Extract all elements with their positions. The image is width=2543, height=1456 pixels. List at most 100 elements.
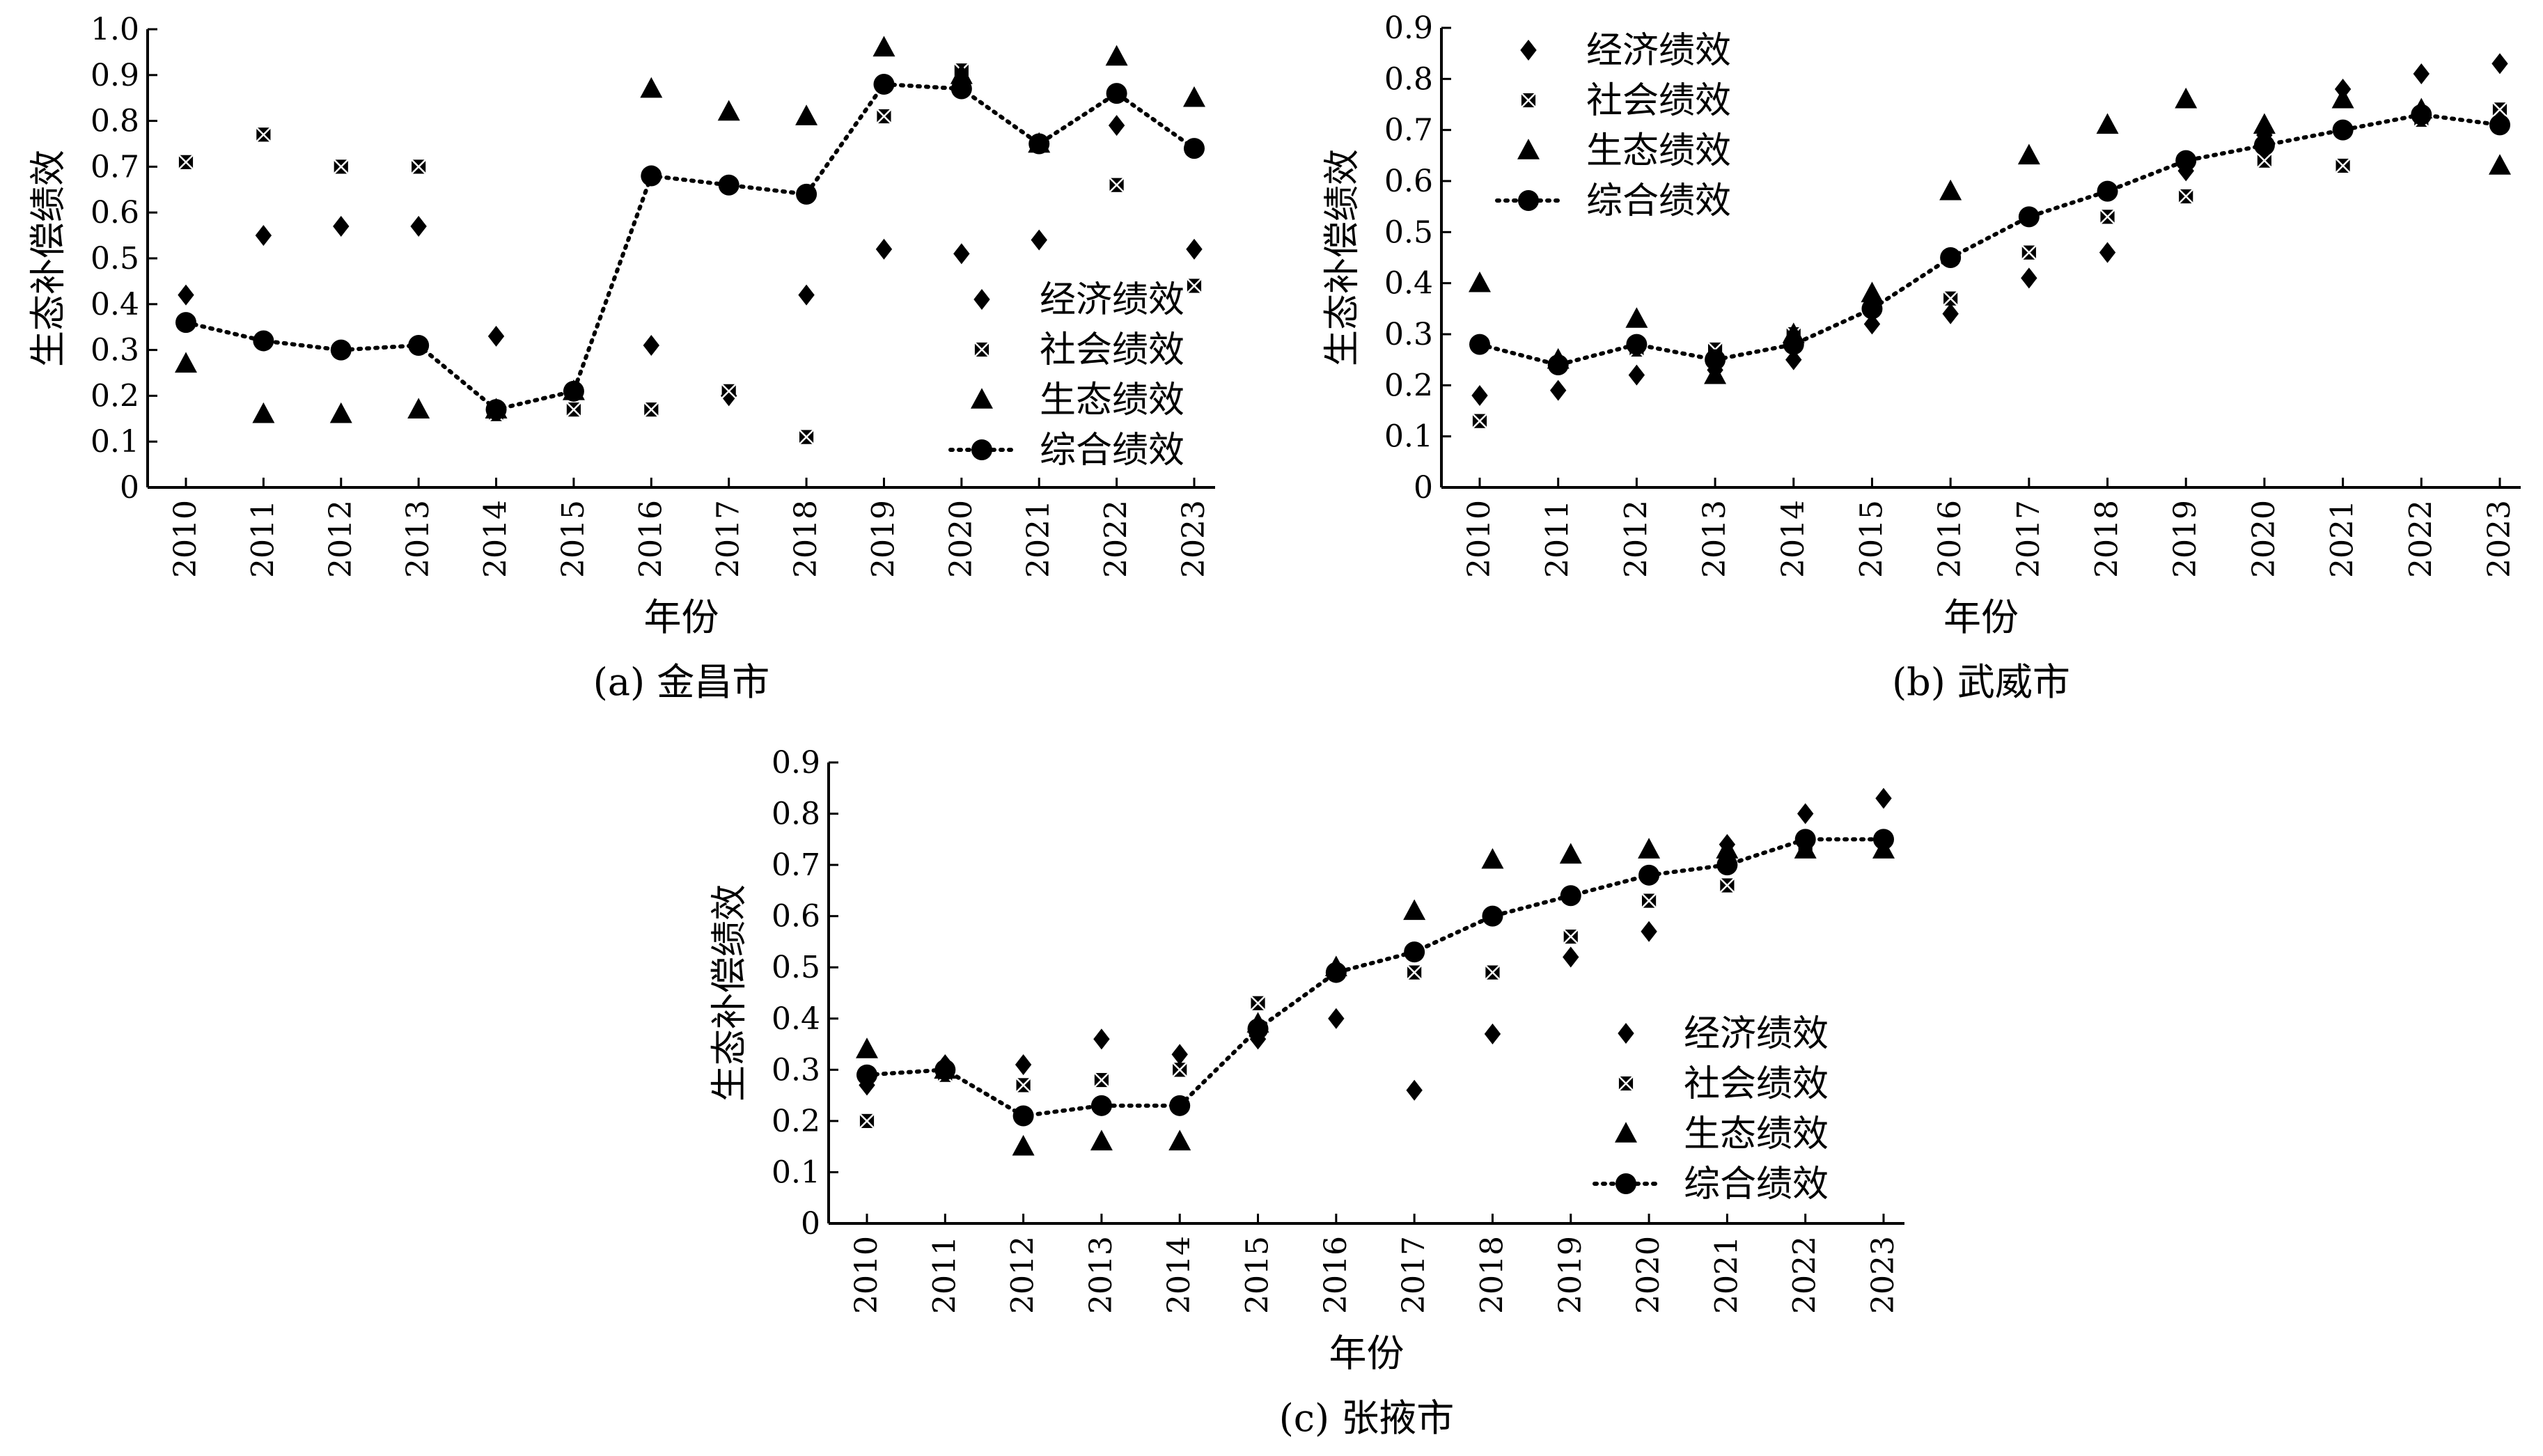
data-point (178, 154, 194, 170)
data-point (1469, 334, 1490, 355)
data-point (1939, 179, 1962, 201)
data-point (1169, 1095, 1191, 1116)
data-point (256, 127, 272, 143)
data-point-x2 (1472, 413, 1487, 429)
legend-marker (971, 439, 992, 460)
data-point (1105, 45, 1128, 66)
y-tick-label: 0.7 (1384, 113, 1433, 148)
data-point (2018, 206, 2040, 228)
y-tick-label: 0.2 (91, 378, 139, 414)
data-point (1012, 1134, 1035, 1156)
legend-marker (1615, 1122, 1637, 1143)
data-point (407, 398, 430, 418)
x-tick-label: 2016 (1318, 1236, 1354, 1314)
legend-marker (971, 388, 993, 409)
x-tick-label: 2017 (1396, 1236, 1432, 1314)
data-point (1563, 929, 1579, 945)
x-tick-label: 2015 (1854, 500, 1889, 578)
series-line (865, 837, 1886, 1118)
y-tick-label: 0 (801, 1206, 820, 1242)
data-point (175, 312, 196, 334)
data-point (178, 284, 194, 306)
x-tick-label: 2021 (1709, 1236, 1744, 1314)
y-tick-label: 0.1 (772, 1154, 820, 1190)
data-point (1625, 307, 1648, 328)
legend-label: 综合绩效 (1040, 430, 1184, 471)
y-tick-label: 0.9 (91, 58, 139, 93)
x-tick-label: 2022 (1787, 1236, 1823, 1314)
data-point (1328, 1008, 1345, 1029)
data-point (1705, 349, 1726, 370)
data-point (1015, 1077, 1031, 1093)
data-point (2253, 113, 2276, 134)
data-point (2178, 189, 2194, 204)
y-tick-label: 0.8 (772, 797, 820, 832)
legend-label: 经济绩效 (1040, 279, 1184, 321)
data-point (859, 1113, 875, 1129)
chart-panel-wuwei: 0 0.1 0.2 0.3 0.4 0.5 0.6 0.7 0.8 0.9 2010 2011 2012… (1322, 10, 2521, 704)
x-tick-label: 2021 (1021, 500, 1056, 578)
data-point (1797, 803, 1814, 824)
data-point (1549, 379, 1567, 401)
data-point-x2 (1485, 964, 1501, 980)
x-tick-label: 2022 (2403, 500, 2439, 578)
legend-marker-x2 (974, 342, 989, 357)
x-tick-label: 2010 (1462, 500, 1497, 578)
data-point (1031, 229, 1047, 251)
data-point (1404, 941, 1425, 963)
data-point (1250, 995, 1266, 1011)
chart-caption-wuwei: (b) 武威市 (1892, 660, 2070, 704)
legend-label: 生态绩效 (1586, 130, 1731, 172)
y-axis-title: 生态补偿绩效 (28, 150, 70, 367)
data-point (1172, 1062, 1188, 1078)
data-point (2096, 113, 2119, 134)
data-point-x2 (1719, 877, 1735, 893)
data-point (252, 402, 275, 423)
data-point (408, 335, 430, 357)
data-point (1481, 847, 1504, 869)
x-tick-label: 2012 (323, 500, 359, 578)
data-point (487, 325, 505, 347)
x-tick-label: 2022 (1099, 500, 1134, 578)
x-tick-label: 2017 (711, 500, 746, 578)
legend-marker (1518, 190, 1539, 211)
data-point (1861, 298, 1883, 320)
x-axis-title: 年份 (644, 595, 719, 639)
data-point (1108, 115, 1125, 136)
data-point (1628, 364, 1645, 386)
x-tick-label: 2012 (1006, 1236, 1041, 1314)
x-tick-label: 2016 (1932, 500, 1968, 578)
data-point (411, 159, 427, 175)
data-point-x2 (1407, 964, 1423, 980)
data-point (934, 1059, 956, 1081)
legend-label: 社会绩效 (1040, 329, 1184, 371)
x-tick-label: 2010 (849, 1236, 884, 1314)
y-tick-label: 0.4 (772, 1001, 820, 1037)
data-point (2413, 63, 2430, 84)
data-point (796, 183, 817, 205)
data-point (1472, 413, 1487, 429)
series-3 (1469, 104, 2510, 375)
data-point (253, 330, 274, 352)
y-tick-label: 0.9 (772, 745, 820, 781)
data-point (876, 109, 892, 124)
data-point (1168, 1129, 1191, 1151)
data-point (1785, 349, 1802, 370)
data-point (1638, 838, 1661, 859)
data-point (1325, 962, 1347, 983)
legend-marker (1520, 40, 1537, 61)
data-point-x2 (2099, 209, 2115, 225)
x-tick-label: 2018 (788, 500, 824, 578)
data-point (717, 100, 740, 121)
y-axis-title: 生态补偿绩效 (1322, 149, 1363, 366)
legend-marker (973, 289, 990, 310)
x-tick-label: 2011 (927, 1236, 962, 1314)
data-point (2335, 158, 2351, 173)
data-point (798, 284, 815, 306)
data-point (1471, 385, 1488, 406)
x-tick-label: 2015 (1240, 1236, 1276, 1314)
data-point-x2 (643, 402, 659, 418)
data-point (1943, 290, 1959, 306)
